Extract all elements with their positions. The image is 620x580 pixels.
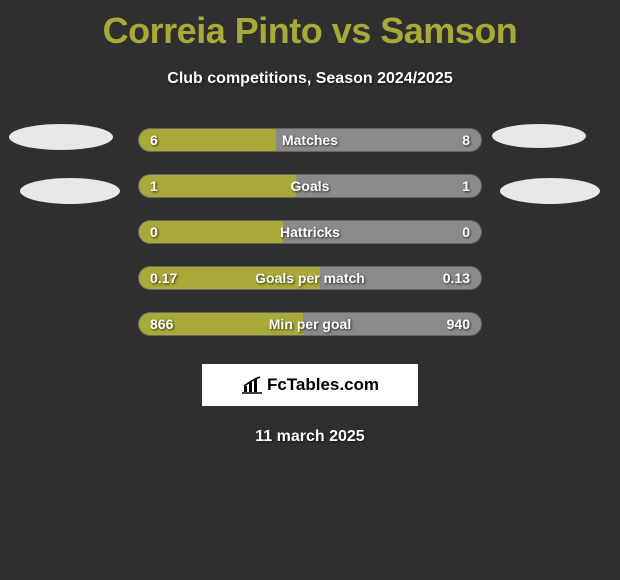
stat-bar-track [138,312,482,336]
bar-chart-icon [241,376,263,394]
page-title: Correia Pinto vs Samson [0,0,620,52]
stat-row: 00Hattricks [0,220,620,244]
stat-bar-track [138,128,482,152]
stat-value-right: 940 [447,312,470,336]
stat-value-left: 866 [150,312,173,336]
stat-bar-fill [139,175,296,197]
stats-rows: 68Matches11Goals00Hattricks0.170.13Goals… [0,128,620,336]
stat-bar-fill [139,221,283,243]
stat-value-left: 6 [150,128,158,152]
fctables-logo[interactable]: FcTables.com [202,364,418,406]
stat-value-left: 0.17 [150,266,177,290]
stat-bar-track [138,220,482,244]
stat-bar-track [138,266,482,290]
stat-value-right: 8 [462,128,470,152]
stat-row: 68Matches [0,128,620,152]
subtitle: Club competitions, Season 2024/2025 [0,70,620,88]
date-text: 11 march 2025 [0,428,620,446]
stat-row: 11Goals [0,174,620,198]
stat-bar-fill [139,129,276,151]
stat-value-left: 0 [150,220,158,244]
stat-row: 866940Min per goal [0,312,620,336]
fctables-logo-text: FcTables.com [267,375,379,395]
stat-bar-track [138,174,482,198]
stat-value-right: 0.13 [443,266,470,290]
stat-row: 0.170.13Goals per match [0,266,620,290]
stat-value-right: 1 [462,174,470,198]
stat-value-left: 1 [150,174,158,198]
stat-value-right: 0 [462,220,470,244]
